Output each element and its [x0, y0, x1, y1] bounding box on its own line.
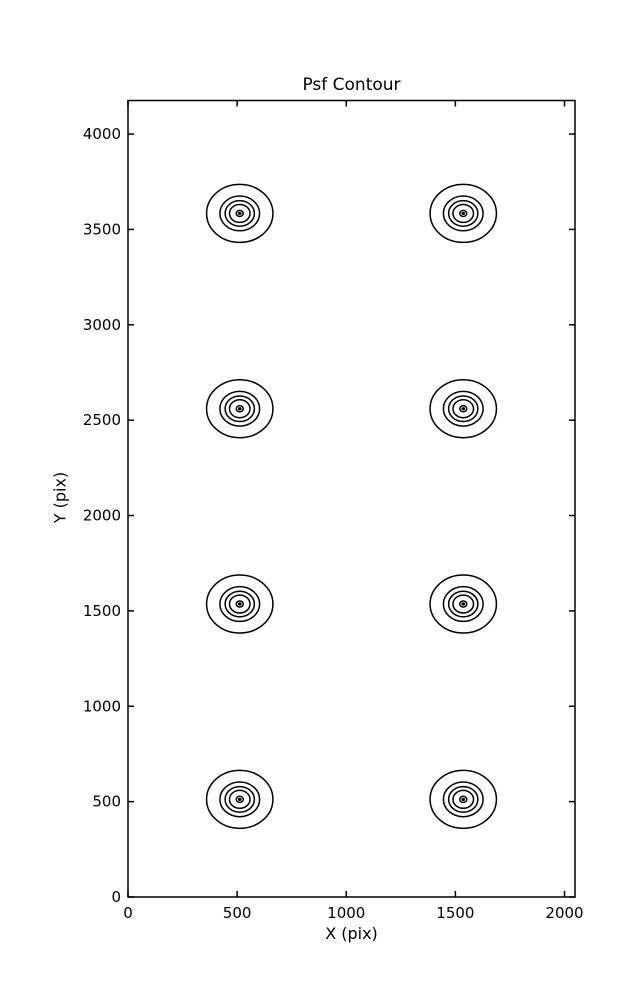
x-tick-label: 1000	[327, 904, 365, 922]
contour-ring	[459, 209, 468, 218]
contour-ring	[429, 183, 498, 244]
y-tick-label: 4000	[83, 125, 121, 143]
contour-ring	[224, 199, 256, 227]
plot-border	[127, 99, 576, 898]
contour-ring	[228, 399, 251, 419]
contour-ring	[442, 390, 484, 427]
contour-ring	[429, 574, 498, 634]
y-tick-label: 0	[111, 888, 121, 906]
y-tick-label: 500	[92, 793, 121, 811]
y-tick-label: 3500	[83, 220, 121, 238]
x-tick-label: 0	[123, 904, 133, 922]
contour-ring	[219, 390, 261, 427]
y-tick-label: 3000	[83, 316, 121, 334]
contour-ring	[205, 574, 274, 634]
contour-ring	[447, 395, 479, 423]
contour-ring	[452, 203, 475, 224]
x-tick-label: 1500	[436, 904, 474, 922]
contour-ring	[219, 195, 261, 232]
contour-ring	[442, 195, 484, 232]
y-tick-label: 2500	[83, 411, 121, 429]
contour-ring	[452, 789, 475, 810]
contour-ring	[429, 378, 498, 439]
contour-ring	[459, 795, 468, 804]
y-axis-label: Y (pix)	[50, 471, 70, 524]
contour-ring	[459, 600, 468, 608]
psf-center-dot	[461, 797, 466, 801]
contour-ring	[205, 769, 274, 830]
contour-ring	[205, 378, 274, 439]
chart-title: Psf Contour	[302, 75, 401, 95]
x-axis-label: X (pix)	[325, 924, 378, 943]
psf-center-dot	[461, 211, 466, 216]
contour-ring	[205, 183, 274, 244]
contour-ring	[228, 789, 251, 810]
contour-ring	[459, 404, 468, 413]
contour-ring	[224, 395, 256, 423]
x-tick-label: 500	[223, 904, 252, 922]
contour-ring	[228, 203, 251, 224]
contour-ring	[235, 404, 244, 413]
psf-center-dot	[237, 211, 242, 216]
contour-ring	[429, 769, 498, 830]
contour-ring	[447, 785, 479, 813]
y-tick-label: 2000	[83, 507, 121, 525]
psf-center-dot	[461, 602, 466, 606]
contour-ring	[224, 590, 256, 618]
x-tick-label: 2000	[545, 904, 583, 922]
contour-ring	[224, 785, 256, 813]
y-tick-label: 1500	[83, 602, 121, 620]
contour-ring	[447, 199, 479, 227]
contour-ring	[452, 594, 475, 614]
contour-ring	[442, 781, 484, 818]
contour-ring	[452, 399, 475, 419]
psf-center-dot	[461, 407, 466, 411]
psf-center-dot	[237, 602, 242, 606]
contour-ring	[235, 209, 244, 218]
contour-ring	[219, 585, 261, 623]
psf-center-dot	[237, 797, 242, 801]
contour-ring	[447, 590, 479, 618]
psf-center-dot	[237, 407, 242, 411]
contour-ring	[219, 781, 261, 818]
contour-ring	[228, 594, 251, 614]
contour-ring	[235, 795, 244, 804]
y-tick-label: 1000	[83, 697, 121, 715]
contour-ring	[235, 600, 244, 608]
contour-ring	[442, 585, 484, 623]
